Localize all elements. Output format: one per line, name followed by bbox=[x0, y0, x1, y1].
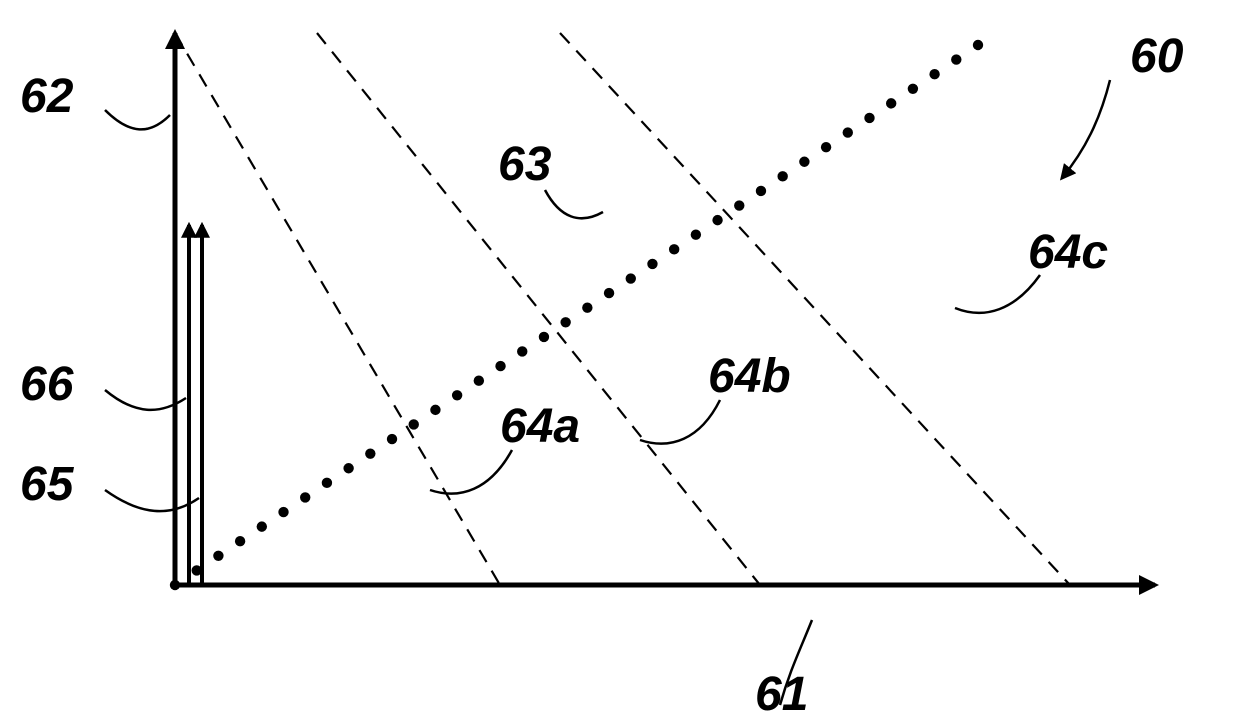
dot bbox=[452, 390, 462, 400]
dot bbox=[539, 332, 549, 342]
label-62: 62 bbox=[20, 70, 74, 123]
dot bbox=[170, 580, 180, 590]
dot bbox=[409, 419, 419, 429]
dot bbox=[864, 113, 874, 123]
dot bbox=[387, 434, 397, 444]
dot bbox=[365, 448, 375, 458]
dot bbox=[799, 157, 809, 167]
leader-l63 bbox=[545, 190, 603, 218]
label-61: 61 bbox=[755, 668, 808, 716]
label-65: 65 bbox=[20, 458, 75, 511]
dot bbox=[973, 40, 983, 50]
dot bbox=[322, 478, 332, 488]
dashed-line-64c bbox=[560, 33, 1070, 585]
label-64a: 64a bbox=[500, 400, 580, 453]
dot bbox=[669, 244, 679, 254]
dashed-line-64a bbox=[175, 33, 500, 585]
dot bbox=[278, 507, 288, 517]
dotted-line-63 bbox=[170, 40, 983, 590]
dot bbox=[712, 215, 722, 225]
dot bbox=[929, 69, 939, 79]
dot bbox=[843, 127, 853, 137]
dot bbox=[734, 200, 744, 210]
leader-l64b bbox=[640, 400, 720, 444]
dot bbox=[430, 405, 440, 415]
dot bbox=[582, 303, 592, 313]
labels: 60 61 62 63 64a 64b 64c 65 66 bbox=[20, 30, 1184, 716]
label-64b: 64b bbox=[708, 350, 791, 403]
dot bbox=[517, 346, 527, 356]
dashed-lines-group bbox=[175, 33, 1070, 585]
label-60: 60 bbox=[1130, 30, 1184, 83]
dot bbox=[343, 463, 353, 473]
dot bbox=[604, 288, 614, 298]
dot bbox=[213, 551, 223, 561]
dot bbox=[777, 171, 787, 181]
dot bbox=[647, 259, 657, 269]
leader-lines bbox=[105, 80, 1110, 705]
dot bbox=[495, 361, 505, 371]
label-66: 66 bbox=[20, 358, 74, 411]
dot bbox=[235, 536, 245, 546]
axes bbox=[175, 33, 1155, 585]
dot bbox=[951, 54, 961, 64]
label-64c: 64c bbox=[1028, 226, 1108, 279]
inner-vertical-arrows bbox=[189, 225, 202, 585]
leader-l60 bbox=[1062, 80, 1110, 178]
leader-l64c bbox=[955, 275, 1040, 313]
leader-l62 bbox=[105, 110, 170, 129]
dashed-line-64b bbox=[317, 33, 760, 585]
dot bbox=[192, 565, 202, 575]
dot bbox=[474, 375, 484, 385]
dot bbox=[300, 492, 310, 502]
dot bbox=[756, 186, 766, 196]
dot bbox=[257, 521, 267, 531]
dot bbox=[886, 98, 896, 108]
dot bbox=[691, 230, 701, 240]
dot bbox=[821, 142, 831, 152]
dot bbox=[908, 84, 918, 94]
leader-l65 bbox=[105, 490, 199, 511]
label-63: 63 bbox=[498, 138, 552, 191]
dot bbox=[560, 317, 570, 327]
dot bbox=[626, 273, 636, 283]
leader-l64a bbox=[430, 450, 512, 494]
